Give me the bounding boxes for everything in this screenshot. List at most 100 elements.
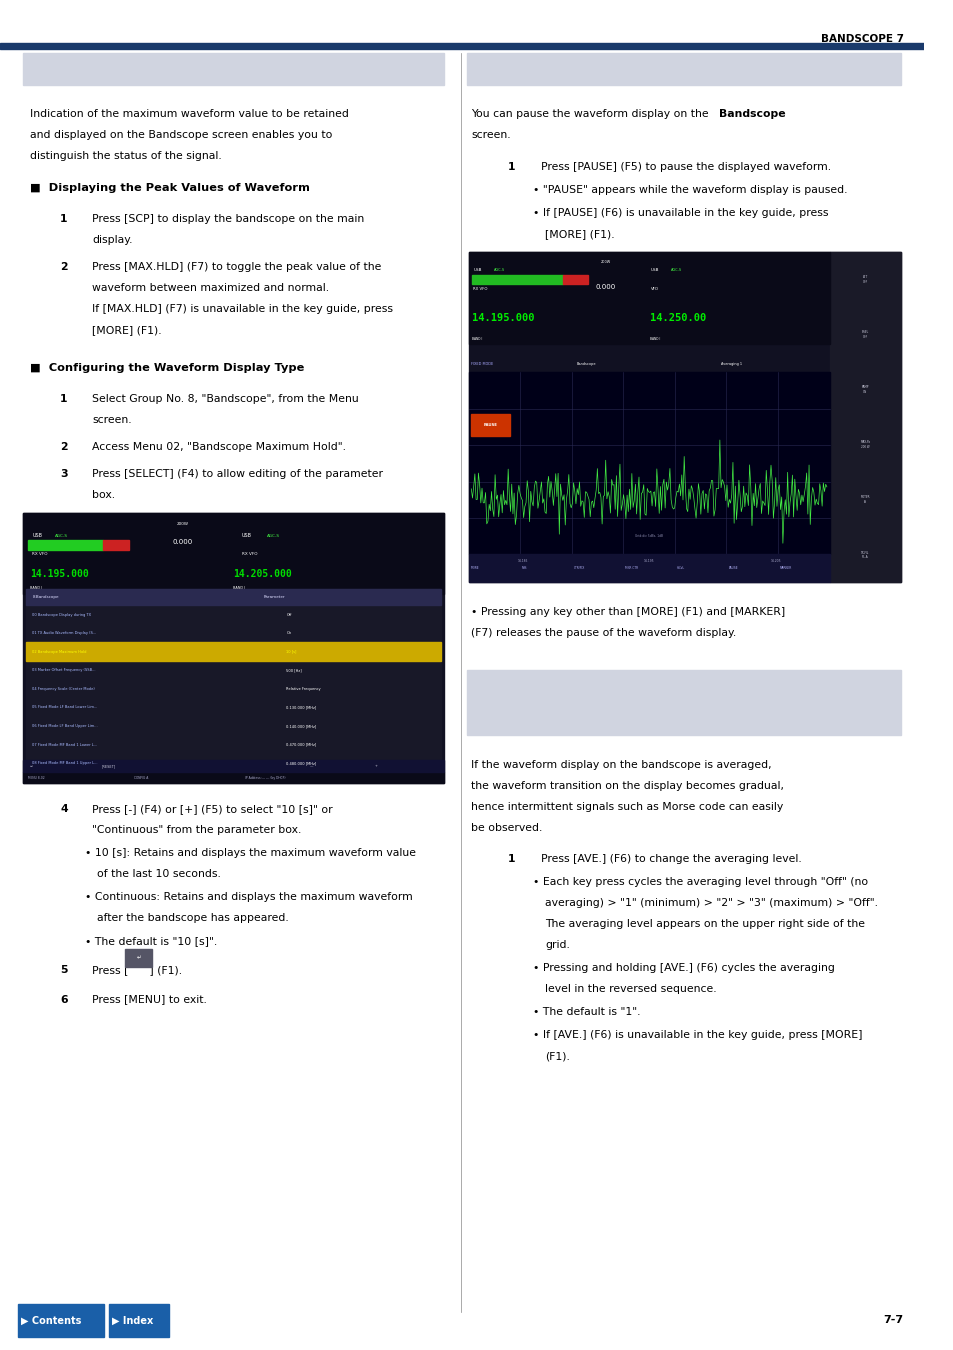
Text: (F1).: (F1). <box>545 1052 570 1061</box>
Text: CONFIG A: CONFIG A <box>133 776 148 780</box>
Text: TX-FIL
FIL-A: TX-FIL FIL-A <box>861 551 868 559</box>
Text: AGC-S: AGC-S <box>494 269 505 273</box>
Bar <box>23 513 443 594</box>
Text: Indication of the maximum waveform value to be retained: Indication of the maximum waveform value… <box>30 109 349 119</box>
Text: RX VFO: RX VFO <box>241 552 257 556</box>
Text: [MORE] (F1).: [MORE] (F1). <box>92 325 162 335</box>
Text: PAUSING THE WAVEFORM DISPLAY: PAUSING THE WAVEFORM DISPLAY <box>477 63 692 74</box>
Bar <box>562 275 587 284</box>
Text: IP Address:--- --- (by DHCP): IP Address:--- --- (by DHCP) <box>245 776 285 780</box>
Text: be observed.: be observed. <box>471 824 542 833</box>
Text: MKR CTR: MKR CTR <box>624 567 638 570</box>
Text: MARKER: MARKER <box>780 567 791 570</box>
Text: 8.Bandscope: 8.Bandscope <box>32 595 59 599</box>
Text: AVERAGING THE WAVEFORM DISPLAY ON THE: AVERAGING THE WAVEFORM DISPLAY ON THE <box>477 683 761 694</box>
Text: 1: 1 <box>508 162 516 171</box>
Text: 5: 5 <box>60 965 68 975</box>
Bar <box>26 643 440 662</box>
Bar <box>18 1304 103 1336</box>
Text: ■  Displaying the Peak Values of Waveform: ■ Displaying the Peak Values of Waveform <box>30 182 310 193</box>
Bar <box>23 760 443 772</box>
Text: 0.000: 0.000 <box>595 284 616 290</box>
Text: distinguish the status of the signal.: distinguish the status of the signal. <box>30 151 222 161</box>
Text: "Continuous" from the parameter box.: "Continuous" from the parameter box. <box>92 825 301 836</box>
Text: 14.250.00: 14.250.00 <box>649 313 705 323</box>
Text: (F7) releases the pause of the waveform display.: (F7) releases the pause of the waveform … <box>471 628 736 639</box>
Text: MENU 8-02: MENU 8-02 <box>28 776 44 780</box>
Bar <box>829 251 900 582</box>
Text: RX VFO: RX VFO <box>473 286 487 290</box>
Text: BAND I: BAND I <box>472 336 482 340</box>
Text: The averaging level appears on the upper right side of the: The averaging level appears on the upper… <box>545 919 864 929</box>
Text: Press [SELECT] (F4) to allow editing of the parameter: Press [SELECT] (F4) to allow editing of … <box>92 470 383 479</box>
Bar <box>472 275 562 284</box>
Text: display.: display. <box>92 235 132 244</box>
Text: P.SEL
OFF: P.SEL OFF <box>861 329 868 339</box>
Text: after the bandscope has appeared.: after the bandscope has appeared. <box>97 913 289 923</box>
Text: 14.185: 14.185 <box>517 559 527 563</box>
Text: Press [      ] (F1).: Press [ ] (F1). <box>92 965 182 975</box>
Text: 4: 4 <box>60 805 68 814</box>
Bar <box>468 251 900 582</box>
Text: [RESET]: [RESET] <box>102 764 115 768</box>
Bar <box>466 670 900 734</box>
Text: MORE: MORE <box>470 567 478 570</box>
Text: averaging) > "1" (minimum) > "2" > "3" (maximum) > "Off".: averaging) > "1" (minimum) > "2" > "3" (… <box>545 898 878 909</box>
Text: • Pressing any key other than [MORE] (F1) and [MARKER]: • Pressing any key other than [MORE] (F1… <box>471 608 784 617</box>
Text: 03 Marker Offset Frequency (SSB...: 03 Marker Offset Frequency (SSB... <box>32 668 95 672</box>
Text: waveform between maximized and normal.: waveform between maximized and normal. <box>92 284 329 293</box>
Text: 01 TX Audio Waveform Display (S...: 01 TX Audio Waveform Display (S... <box>32 632 96 634</box>
Text: 500 [Hz]: 500 [Hz] <box>286 668 302 672</box>
Text: 3: 3 <box>60 470 68 479</box>
Text: USB: USB <box>241 533 252 539</box>
Text: • 10 [s]: Retains and displays the maximum waveform value: • 10 [s]: Retains and displays the maxim… <box>85 848 416 859</box>
Text: METER
Po: METER Po <box>860 495 869 504</box>
Text: 0.130.000 [MHz]: 0.130.000 [MHz] <box>286 706 316 710</box>
Bar <box>26 589 440 605</box>
Text: USB: USB <box>32 533 42 539</box>
Text: If [MAX.HLD] (F7) is unavailable in the key guide, press: If [MAX.HLD] (F7) is unavailable in the … <box>92 304 393 315</box>
Text: 10 [s]: 10 [s] <box>286 649 296 653</box>
Text: BAND I: BAND I <box>649 336 659 340</box>
Text: BAND I: BAND I <box>233 586 245 590</box>
Text: BANDSCOPE: BANDSCOPE <box>477 711 554 722</box>
Text: 08 Fixed Mode MF Band 1 Upper L...: 08 Fixed Mode MF Band 1 Upper L... <box>32 761 98 765</box>
Text: CTR/FIX: CTR/FIX <box>573 567 584 570</box>
Text: • If [PAUSE] (F6) is unavailable in the key guide, press: • If [PAUSE] (F6) is unavailable in the … <box>533 208 828 217</box>
Text: ■  Configuring the Waveform Display Type: ■ Configuring the Waveform Display Type <box>30 363 305 373</box>
Bar <box>23 772 443 783</box>
Text: and displayed on the ​Bandscope​ screen enables you to: and displayed on the ​Bandscope​ screen … <box>30 130 333 140</box>
Bar <box>468 251 829 344</box>
Bar <box>23 53 443 85</box>
Text: Bandscope: Bandscope <box>719 109 784 119</box>
Text: H.LVL: H.LVL <box>676 567 684 570</box>
Text: Press [SCP] to display the bandscope on the main: Press [SCP] to display the bandscope on … <box>92 213 364 224</box>
Text: —: — <box>310 764 313 768</box>
Text: 200W: 200W <box>176 522 189 526</box>
Text: PAUSE: PAUSE <box>727 567 738 570</box>
Text: Press [-] (F4) or [+] (F5) to select "10 [s]" or: Press [-] (F4) or [+] (F5) to select "10… <box>92 805 333 814</box>
Text: PAUSE: PAUSE <box>483 424 497 427</box>
Text: On: On <box>286 632 292 634</box>
Bar <box>125 949 152 967</box>
Text: • "PAUSE" appears while the waveform display is paused.: • "PAUSE" appears while the waveform dis… <box>533 185 847 194</box>
Text: of the last 10 seconds.: of the last 10 seconds. <box>97 869 221 879</box>
Text: 06 Fixed Mode LF Band Upper Lim...: 06 Fixed Mode LF Band Upper Lim... <box>32 724 98 728</box>
Text: 7-7: 7-7 <box>882 1315 902 1326</box>
Bar <box>26 589 440 772</box>
Text: AGC-S: AGC-S <box>267 533 279 537</box>
Text: ATT
OFF: ATT OFF <box>862 275 867 284</box>
Text: Off: Off <box>286 613 292 617</box>
Text: M/S: M/S <box>521 567 527 570</box>
Text: 04 Frequency Scale (Center Mode): 04 Frequency Scale (Center Mode) <box>32 687 95 691</box>
Text: PAMP
ON: PAMP ON <box>861 385 868 394</box>
Text: AGC-S: AGC-S <box>671 269 681 273</box>
Text: Relative Frequency: Relative Frequency <box>286 687 321 691</box>
Bar <box>103 540 129 549</box>
Bar <box>468 373 829 555</box>
Text: 6: 6 <box>60 995 68 1004</box>
Text: ↵: ↵ <box>28 764 32 768</box>
Bar <box>109 1304 169 1336</box>
Text: Press [PAUSE] (F5) to pause the displayed waveform.: Press [PAUSE] (F5) to pause the displaye… <box>540 162 830 171</box>
Text: RX VFO: RX VFO <box>32 552 48 556</box>
